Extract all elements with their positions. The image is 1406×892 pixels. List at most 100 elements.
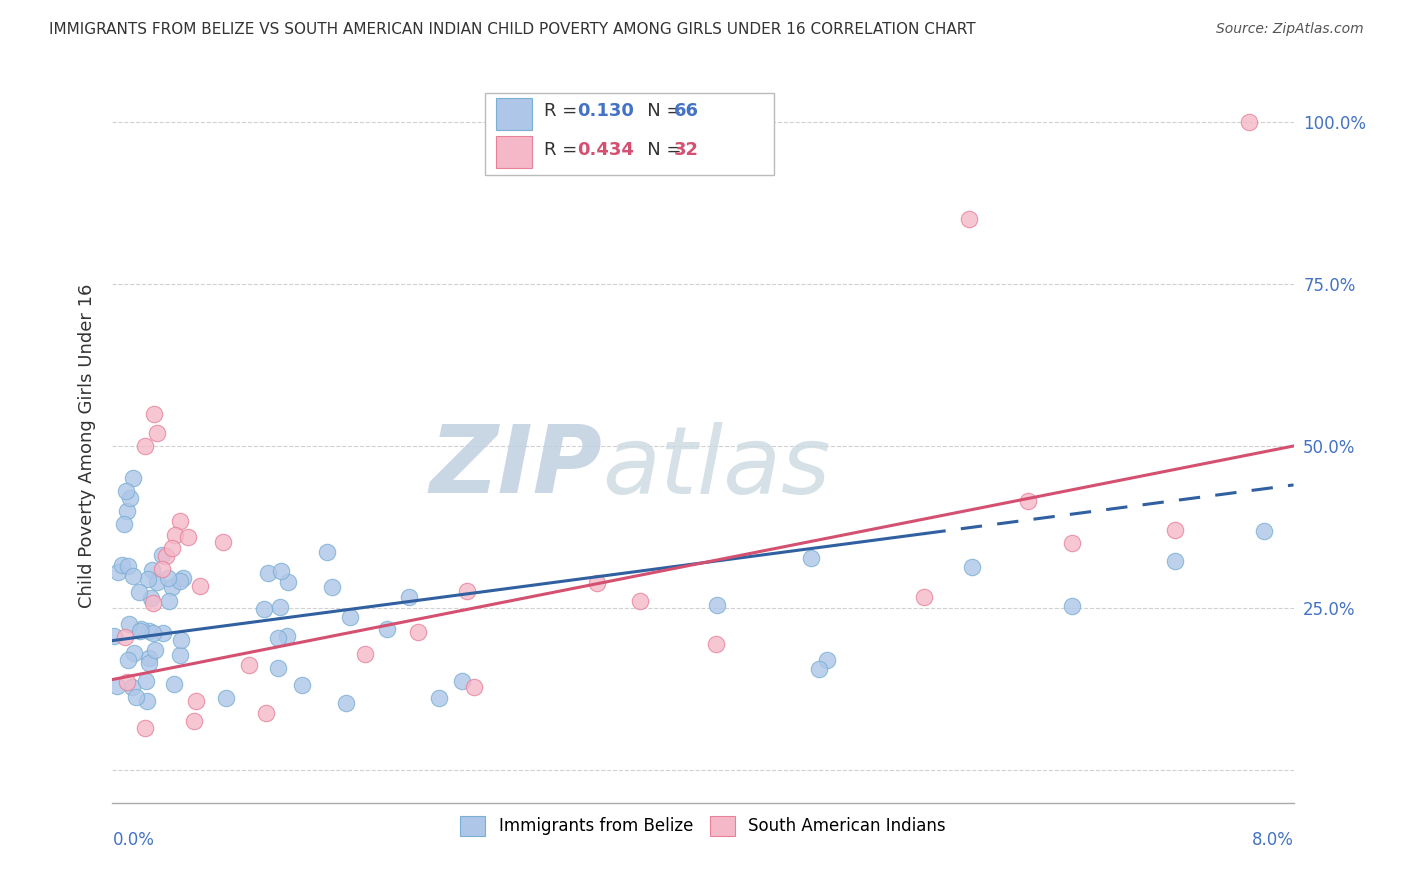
Point xyxy=(121,680,143,694)
Point xyxy=(135,674,157,689)
Point xyxy=(456,584,478,599)
Point xyxy=(117,559,139,574)
Point xyxy=(103,629,125,643)
Text: Source: ZipAtlas.com: Source: ZipAtlas.com xyxy=(1216,22,1364,37)
Point xyxy=(807,662,830,676)
Point xyxy=(121,569,143,583)
Text: 32: 32 xyxy=(673,141,699,159)
Point xyxy=(321,580,343,594)
Point xyxy=(170,633,193,648)
Point xyxy=(160,580,183,594)
FancyBboxPatch shape xyxy=(496,97,531,129)
Point xyxy=(142,596,165,610)
Text: 8.0%: 8.0% xyxy=(1251,831,1294,849)
Point xyxy=(128,584,150,599)
Point xyxy=(1062,599,1084,613)
Text: atlas: atlas xyxy=(603,422,831,513)
Point xyxy=(115,674,138,689)
Point xyxy=(706,598,728,612)
Point xyxy=(169,648,191,662)
Point xyxy=(157,594,180,608)
Point xyxy=(628,594,651,608)
Point xyxy=(586,576,609,591)
Point xyxy=(267,661,290,675)
Point xyxy=(177,531,200,545)
Point xyxy=(120,491,142,505)
Point xyxy=(1239,114,1261,128)
Point xyxy=(914,591,936,605)
Point xyxy=(156,571,179,585)
Point xyxy=(163,676,186,690)
Point xyxy=(190,579,212,593)
Point xyxy=(152,625,174,640)
Point xyxy=(267,631,290,645)
Point xyxy=(398,590,420,604)
Point xyxy=(815,653,838,667)
Point xyxy=(315,545,337,559)
Text: R =: R = xyxy=(544,102,582,120)
Point xyxy=(211,535,233,549)
Text: 0.434: 0.434 xyxy=(576,141,634,159)
Point xyxy=(112,516,135,531)
Point xyxy=(172,571,194,585)
Point xyxy=(114,484,136,499)
FancyBboxPatch shape xyxy=(485,93,773,175)
Point xyxy=(138,656,160,670)
Text: ZIP: ZIP xyxy=(430,421,603,514)
Point xyxy=(427,690,450,705)
Point xyxy=(142,407,165,421)
Point xyxy=(257,566,280,580)
Point xyxy=(163,528,186,542)
Point xyxy=(143,643,166,657)
Text: 0.0%: 0.0% xyxy=(112,831,155,849)
Point xyxy=(136,694,159,708)
Point xyxy=(107,565,129,579)
Point xyxy=(155,549,177,563)
Point xyxy=(183,714,205,728)
Point xyxy=(463,680,485,694)
Point xyxy=(105,679,128,693)
Point xyxy=(122,471,145,485)
Point xyxy=(1164,524,1187,538)
Point xyxy=(291,677,314,691)
Point xyxy=(138,624,160,639)
Point xyxy=(146,575,169,590)
Point xyxy=(129,624,152,638)
Point xyxy=(1017,494,1039,508)
Point xyxy=(1164,554,1187,568)
Text: N =: N = xyxy=(630,102,688,120)
Point xyxy=(269,600,291,615)
Point xyxy=(129,623,152,637)
Point xyxy=(169,574,191,589)
Point xyxy=(354,647,377,661)
Point xyxy=(254,706,277,721)
Point xyxy=(1253,524,1275,538)
Text: 0.130: 0.130 xyxy=(576,102,634,120)
Point xyxy=(335,697,357,711)
Point xyxy=(134,721,156,735)
Point xyxy=(141,563,163,577)
Point xyxy=(134,439,156,453)
Point xyxy=(406,624,429,639)
Point xyxy=(1062,536,1084,550)
Legend: Immigrants from Belize, South American Indians: Immigrants from Belize, South American I… xyxy=(451,807,955,845)
Point xyxy=(186,694,208,708)
FancyBboxPatch shape xyxy=(496,136,531,169)
Point xyxy=(142,626,165,640)
Point xyxy=(117,504,138,518)
Point xyxy=(277,575,299,590)
Point xyxy=(122,646,145,660)
Point xyxy=(253,601,276,615)
Point xyxy=(800,550,823,565)
Point xyxy=(160,541,183,555)
Point xyxy=(138,651,160,665)
Point xyxy=(276,629,298,643)
Point xyxy=(118,616,141,631)
Point xyxy=(957,211,980,226)
Point xyxy=(124,690,146,704)
Text: 66: 66 xyxy=(673,102,699,120)
Point xyxy=(704,636,727,650)
Point xyxy=(238,657,260,672)
Point xyxy=(451,674,474,689)
Point xyxy=(150,561,173,575)
